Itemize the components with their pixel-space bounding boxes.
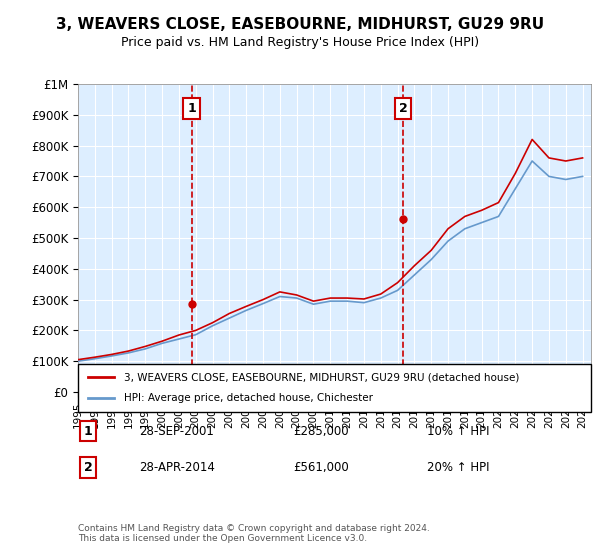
Text: £561,000: £561,000 [293,461,349,474]
Text: 1: 1 [84,424,92,437]
Text: £285,000: £285,000 [293,424,349,437]
Text: 20% ↑ HPI: 20% ↑ HPI [427,461,490,474]
Text: 10% ↑ HPI: 10% ↑ HPI [427,424,490,437]
Text: HPI: Average price, detached house, Chichester: HPI: Average price, detached house, Chic… [124,393,373,403]
Text: 2: 2 [399,102,407,115]
Text: Price paid vs. HM Land Registry's House Price Index (HPI): Price paid vs. HM Land Registry's House … [121,36,479,49]
Text: 28-SEP-2001: 28-SEP-2001 [140,424,214,437]
Text: 3, WEAVERS CLOSE, EASEBOURNE, MIDHURST, GU29 9RU: 3, WEAVERS CLOSE, EASEBOURNE, MIDHURST, … [56,17,544,32]
FancyBboxPatch shape [78,364,591,412]
Text: 2: 2 [84,461,92,474]
Text: 1: 1 [187,102,196,115]
Text: Contains HM Land Registry data © Crown copyright and database right 2024.
This d: Contains HM Land Registry data © Crown c… [78,524,430,543]
Text: 28-APR-2014: 28-APR-2014 [140,461,215,474]
Text: 3, WEAVERS CLOSE, EASEBOURNE, MIDHURST, GU29 9RU (detached house): 3, WEAVERS CLOSE, EASEBOURNE, MIDHURST, … [124,372,520,382]
